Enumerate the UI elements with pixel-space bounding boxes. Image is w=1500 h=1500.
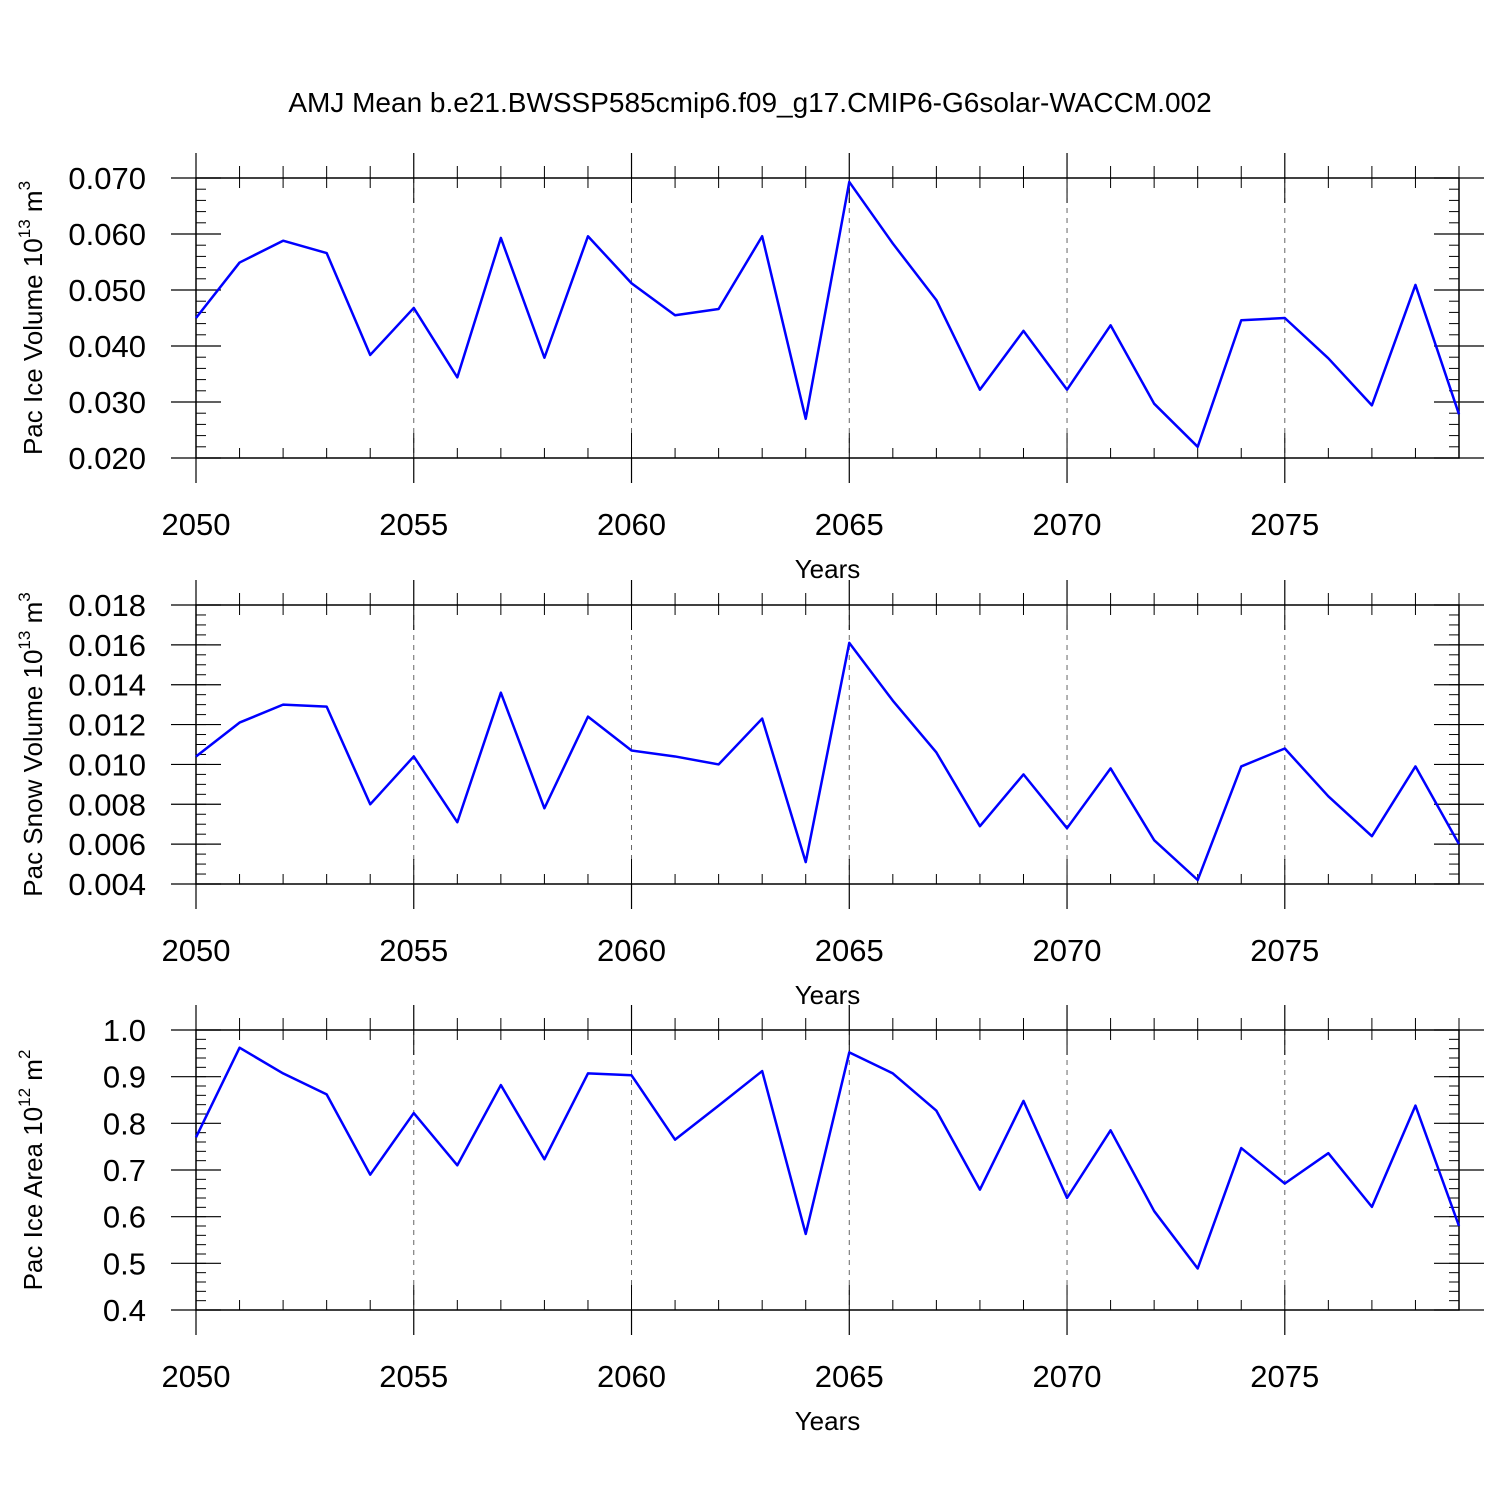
x-tick-label: 2070 [1033, 1359, 1102, 1394]
plot-frame [195, 1029, 1460, 1311]
figure-title: AMJ Mean b.e21.BWSSP585cmip6.f09_g17.CMI… [288, 87, 1212, 118]
x-tick-label: 2055 [379, 1359, 448, 1394]
y-tick-label: 0.9 [103, 1060, 146, 1095]
y-tick-label: 0.5 [103, 1246, 146, 1281]
y-tick-label: 0.8 [103, 1106, 146, 1141]
panel-snow-volume: 0.004 0.006 0.008 0.010 0.012 0.014 0.016 0.018… [15, 580, 1484, 1010]
y-tick-label: 0.050 [68, 273, 146, 308]
y-tick-label: 0.004 [68, 867, 146, 902]
x-tick-label: 2070 [1033, 507, 1102, 542]
y-axis-label: Pac Ice Area 1012 m2 [15, 1050, 48, 1291]
panel-ice-area: 0.4 0.5 0.6 0.7 0.8 0.9 1.0 2050 2055 2060 2065 207… [15, 1005, 1484, 1436]
y-tick-label: 0.010 [68, 747, 146, 782]
y-tick-label: 0.060 [68, 217, 146, 252]
x-tick-label: 2070 [1033, 933, 1102, 968]
y-tick-label: 0.040 [68, 329, 146, 364]
x-tick-label: 2050 [162, 933, 231, 968]
y-tick-label: 0.012 [68, 708, 146, 743]
y-tick-label: 0.008 [68, 787, 146, 822]
x-tick-label: 2060 [597, 507, 666, 542]
x-tick-label: 2055 [379, 507, 448, 542]
y-axis-label: Pac Snow Volume 1013 m3 [15, 592, 48, 896]
x-tick-label: 2065 [815, 933, 884, 968]
y-tick-label: 0.030 [68, 385, 146, 420]
y-tick-label: 0.4 [103, 1293, 146, 1328]
y-tick-label: 0.006 [68, 827, 146, 862]
x-tick-label: 2055 [379, 933, 448, 968]
y-tick-label: 0.016 [68, 628, 146, 663]
y-tick-label: 0.014 [68, 668, 146, 703]
y-tick-label: 0.018 [68, 588, 146, 623]
x-tick-label: 2075 [1250, 507, 1319, 542]
series-line [194, 1046, 1461, 1270]
x-tick-label: 2050 [162, 1359, 231, 1394]
y-tick-label: 0.020 [68, 441, 146, 476]
x-axis-label: Years [795, 980, 861, 1010]
series-line [195, 180, 1461, 449]
plot-frame [195, 604, 1460, 885]
x-axis-label: Years [795, 554, 861, 584]
y-axis-label: Pac Ice Volume 1013 m3 [15, 181, 48, 455]
series-line [195, 641, 1461, 882]
y-tick-label: 0.070 [68, 161, 146, 196]
y-tick-label: 0.6 [103, 1200, 146, 1235]
y-tick-label: 0.7 [103, 1153, 146, 1188]
x-tick-label: 2075 [1250, 1359, 1319, 1394]
x-tick-label: 2060 [597, 933, 666, 968]
x-axis-label: Years [795, 1406, 861, 1436]
x-tick-label: 2060 [597, 1359, 666, 1394]
x-tick-label: 2075 [1250, 933, 1319, 968]
y-tick-label: 1.0 [103, 1013, 146, 1048]
x-tick-label: 2050 [162, 507, 231, 542]
panel-ice-volume: 0.020 0.030 0.040 0.050 0.060 0.070 2050 2055 20… [15, 153, 1484, 584]
x-tick-label: 2065 [815, 507, 884, 542]
x-tick-label: 2065 [815, 1359, 884, 1394]
